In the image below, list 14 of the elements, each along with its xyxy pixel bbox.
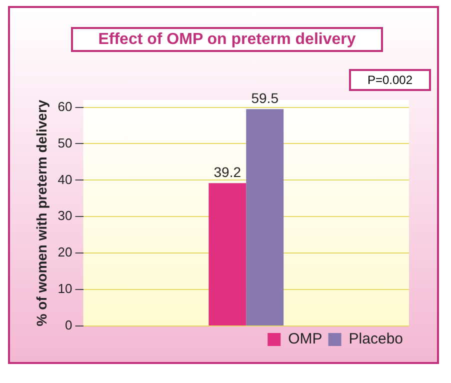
y-tick-label: 40: [58, 172, 72, 187]
y-tick-label: 0: [65, 318, 72, 333]
chart-title: Effect of OMP on preterm delivery: [71, 27, 383, 52]
y-tick-label: 20: [58, 244, 72, 260]
data-label: 39.2: [214, 164, 242, 180]
y-tick-label: 30: [58, 208, 72, 224]
data-label: 59.5: [251, 90, 279, 106]
y-tick-label: 60: [58, 98, 72, 114]
legend-label: Placebo: [348, 330, 404, 348]
legend-label: OMP: [288, 330, 322, 348]
y-tick-label: 50: [58, 135, 72, 150]
text: P=0.002: [349, 69, 431, 91]
y-tick-label: 10: [58, 281, 72, 296]
y-axis-title: % of women with preterm delivery: [33, 100, 50, 326]
